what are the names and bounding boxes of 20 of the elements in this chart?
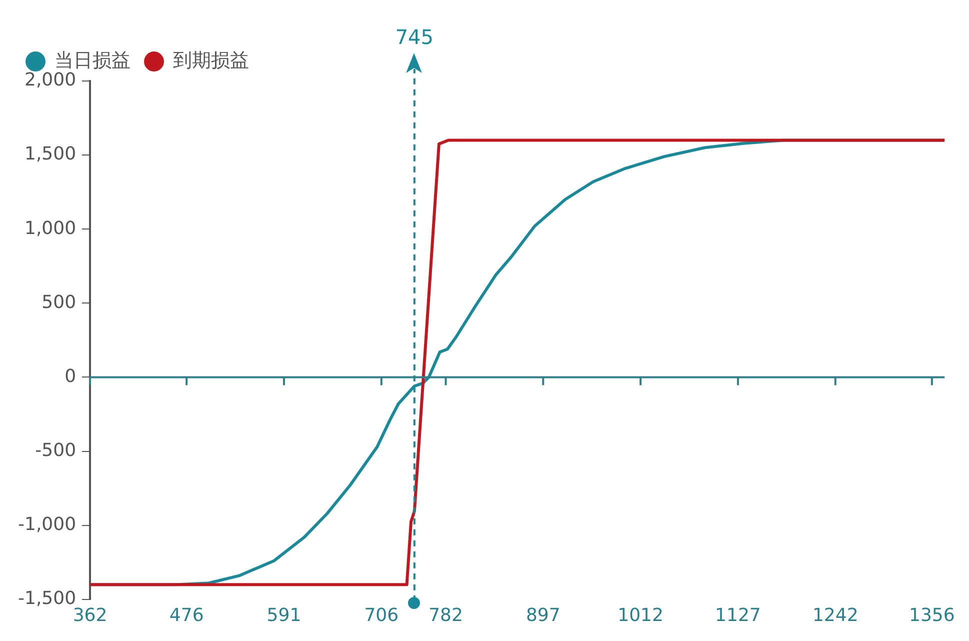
x-tick-label: 476 [169,604,204,626]
x-tick-label: 1012 [618,604,664,626]
y-tick-label: 1,000 [24,218,76,239]
y-tick-label: 0 [64,366,76,387]
ref-line-label: 745 [395,25,434,50]
x-tick-label: 1127 [715,604,761,626]
legend-label: 到期损益 [173,49,249,72]
x-tick-label: 362 [72,604,108,626]
x-tick-label: 1356 [909,604,955,626]
y-tick-label: -1,000 [18,514,76,536]
y-tick-label: 500 [42,292,76,313]
y-tick-label: -500 [35,440,76,461]
y-tick-label: 2,000 [24,70,76,91]
x-tick-label: 897 [526,604,560,626]
legend-label: 当日损益 [54,49,130,72]
x-tick-label: 782 [428,604,463,626]
y-tick-label: 1,500 [24,144,76,165]
x-tick-label: 1242 [812,604,858,626]
x-tick-label: 706 [364,604,399,626]
x-tick-label: 591 [266,604,302,626]
